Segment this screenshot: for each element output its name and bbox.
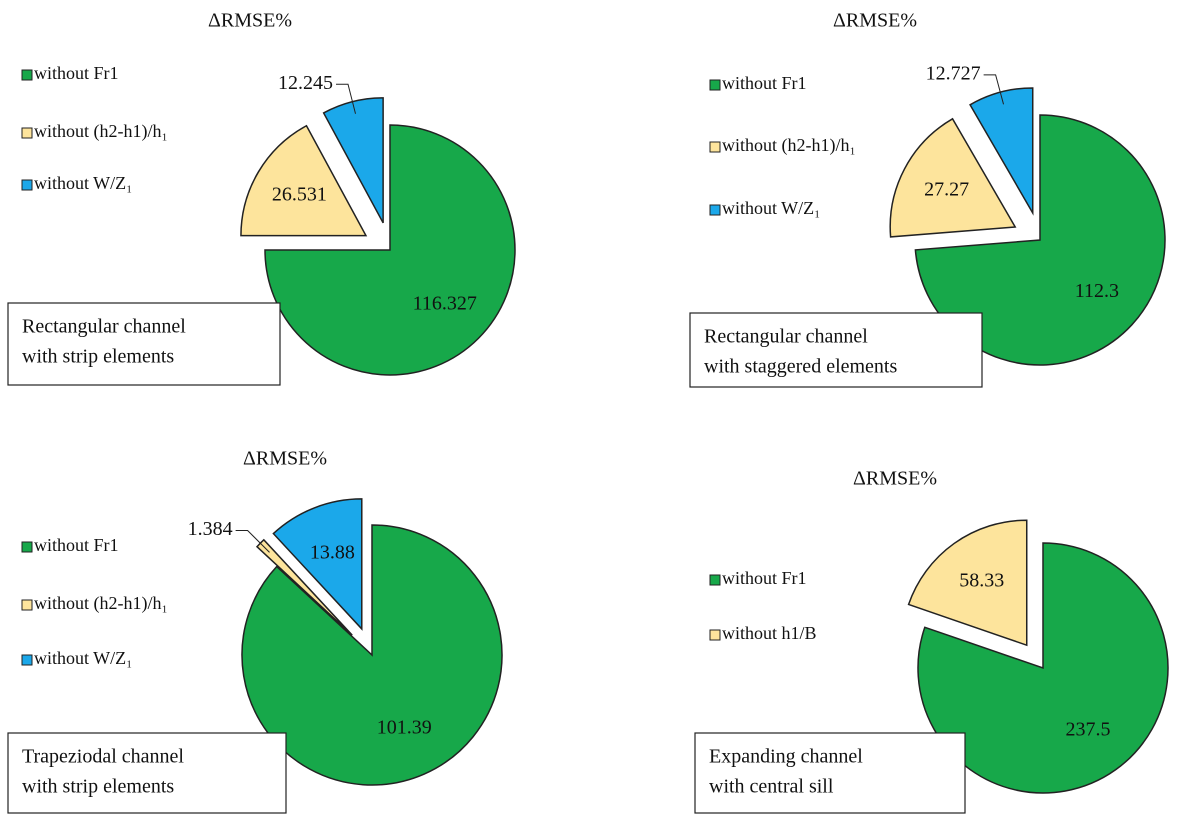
note-text: with staggered elements bbox=[704, 356, 897, 378]
legend-swatch bbox=[709, 204, 721, 216]
legend-label: without W/Z₁ bbox=[34, 648, 132, 668]
chart-title: ΔRMSE% bbox=[243, 448, 327, 470]
chart-title: ΔRMSE% bbox=[833, 10, 917, 32]
note-box bbox=[689, 312, 983, 388]
pie-slice bbox=[889, 117, 1017, 238]
chart-title: ΔRMSE% bbox=[853, 468, 937, 490]
data-label: 112.3 bbox=[1075, 280, 1119, 302]
legend-swatch bbox=[21, 179, 33, 191]
data-label: 237.5 bbox=[1065, 719, 1110, 741]
note-text: with strip elements bbox=[22, 346, 174, 368]
leader-line bbox=[983, 74, 1005, 105]
legend-label: without Fr1 bbox=[34, 63, 119, 83]
legend-label: without (h2-h1)/h₁ bbox=[34, 121, 168, 142]
note-text: Rectangular channel bbox=[22, 316, 186, 338]
legend-label: without (h2-h1)/h₁ bbox=[722, 135, 856, 156]
legend-swatch bbox=[21, 654, 33, 666]
data-label: 12.727 bbox=[926, 62, 981, 84]
chart: ΔRMSE% 116.327 26.531 12.245 without Fr1 with… bbox=[7, 10, 516, 386]
legend-label: without Fr1 bbox=[34, 535, 119, 555]
note-box bbox=[694, 732, 966, 814]
legend-label: without Fr1 bbox=[722, 568, 807, 588]
legend-label: without W/Z₁ bbox=[722, 198, 820, 218]
legend-label: without Fr1 bbox=[722, 73, 807, 93]
pie-slice bbox=[264, 124, 516, 376]
data-label: 116.327 bbox=[413, 292, 477, 314]
chart: ΔRMSE% 101.39 1.384 13.88 without Fr1 without… bbox=[7, 448, 503, 814]
pie-slice bbox=[240, 124, 368, 237]
chart-title: ΔRMSE% bbox=[208, 10, 292, 32]
leader-line bbox=[235, 529, 270, 553]
chart: ΔRMSE% 112.3 27.27 12.727 without Fr1 without… bbox=[689, 10, 1166, 388]
chart: ΔRMSE% 237.5 58.33 without Fr1 without h1/B E… bbox=[694, 468, 1169, 814]
data-label: 1.384 bbox=[188, 518, 233, 540]
pie-slice bbox=[241, 524, 503, 786]
note-text: Expanding channel bbox=[709, 746, 863, 768]
data-label: 101.39 bbox=[377, 716, 432, 738]
note-box bbox=[7, 732, 287, 814]
pie-slice bbox=[917, 542, 1169, 794]
data-label: 58.33 bbox=[959, 570, 1004, 592]
note-text: Trapeziodal channel bbox=[22, 746, 184, 768]
pie-slice bbox=[907, 519, 1028, 647]
legend-label: without h1/B bbox=[722, 623, 817, 643]
note-text: Rectangular channel bbox=[704, 326, 868, 348]
note-box bbox=[7, 302, 281, 386]
data-label: 27.27 bbox=[924, 179, 969, 201]
legend-swatch bbox=[21, 541, 33, 553]
data-label: 13.88 bbox=[310, 541, 355, 563]
note-text: with central sill bbox=[709, 776, 834, 798]
leader-line bbox=[336, 83, 356, 114]
legend-swatch bbox=[709, 141, 721, 153]
legend-swatch bbox=[709, 79, 721, 91]
legend-swatch bbox=[21, 69, 33, 81]
data-label: 26.531 bbox=[272, 184, 327, 206]
note-text: with strip elements bbox=[22, 776, 174, 798]
legend-label: without (h2-h1)/h₁ bbox=[34, 593, 168, 614]
legend-swatch bbox=[709, 574, 721, 586]
pie-slice bbox=[272, 498, 363, 631]
legend-swatch bbox=[21, 127, 33, 139]
data-label: 12.245 bbox=[278, 72, 333, 94]
legend-swatch bbox=[709, 629, 721, 641]
legend-swatch bbox=[21, 599, 33, 611]
legend-label: without W/Z₁ bbox=[34, 173, 132, 193]
